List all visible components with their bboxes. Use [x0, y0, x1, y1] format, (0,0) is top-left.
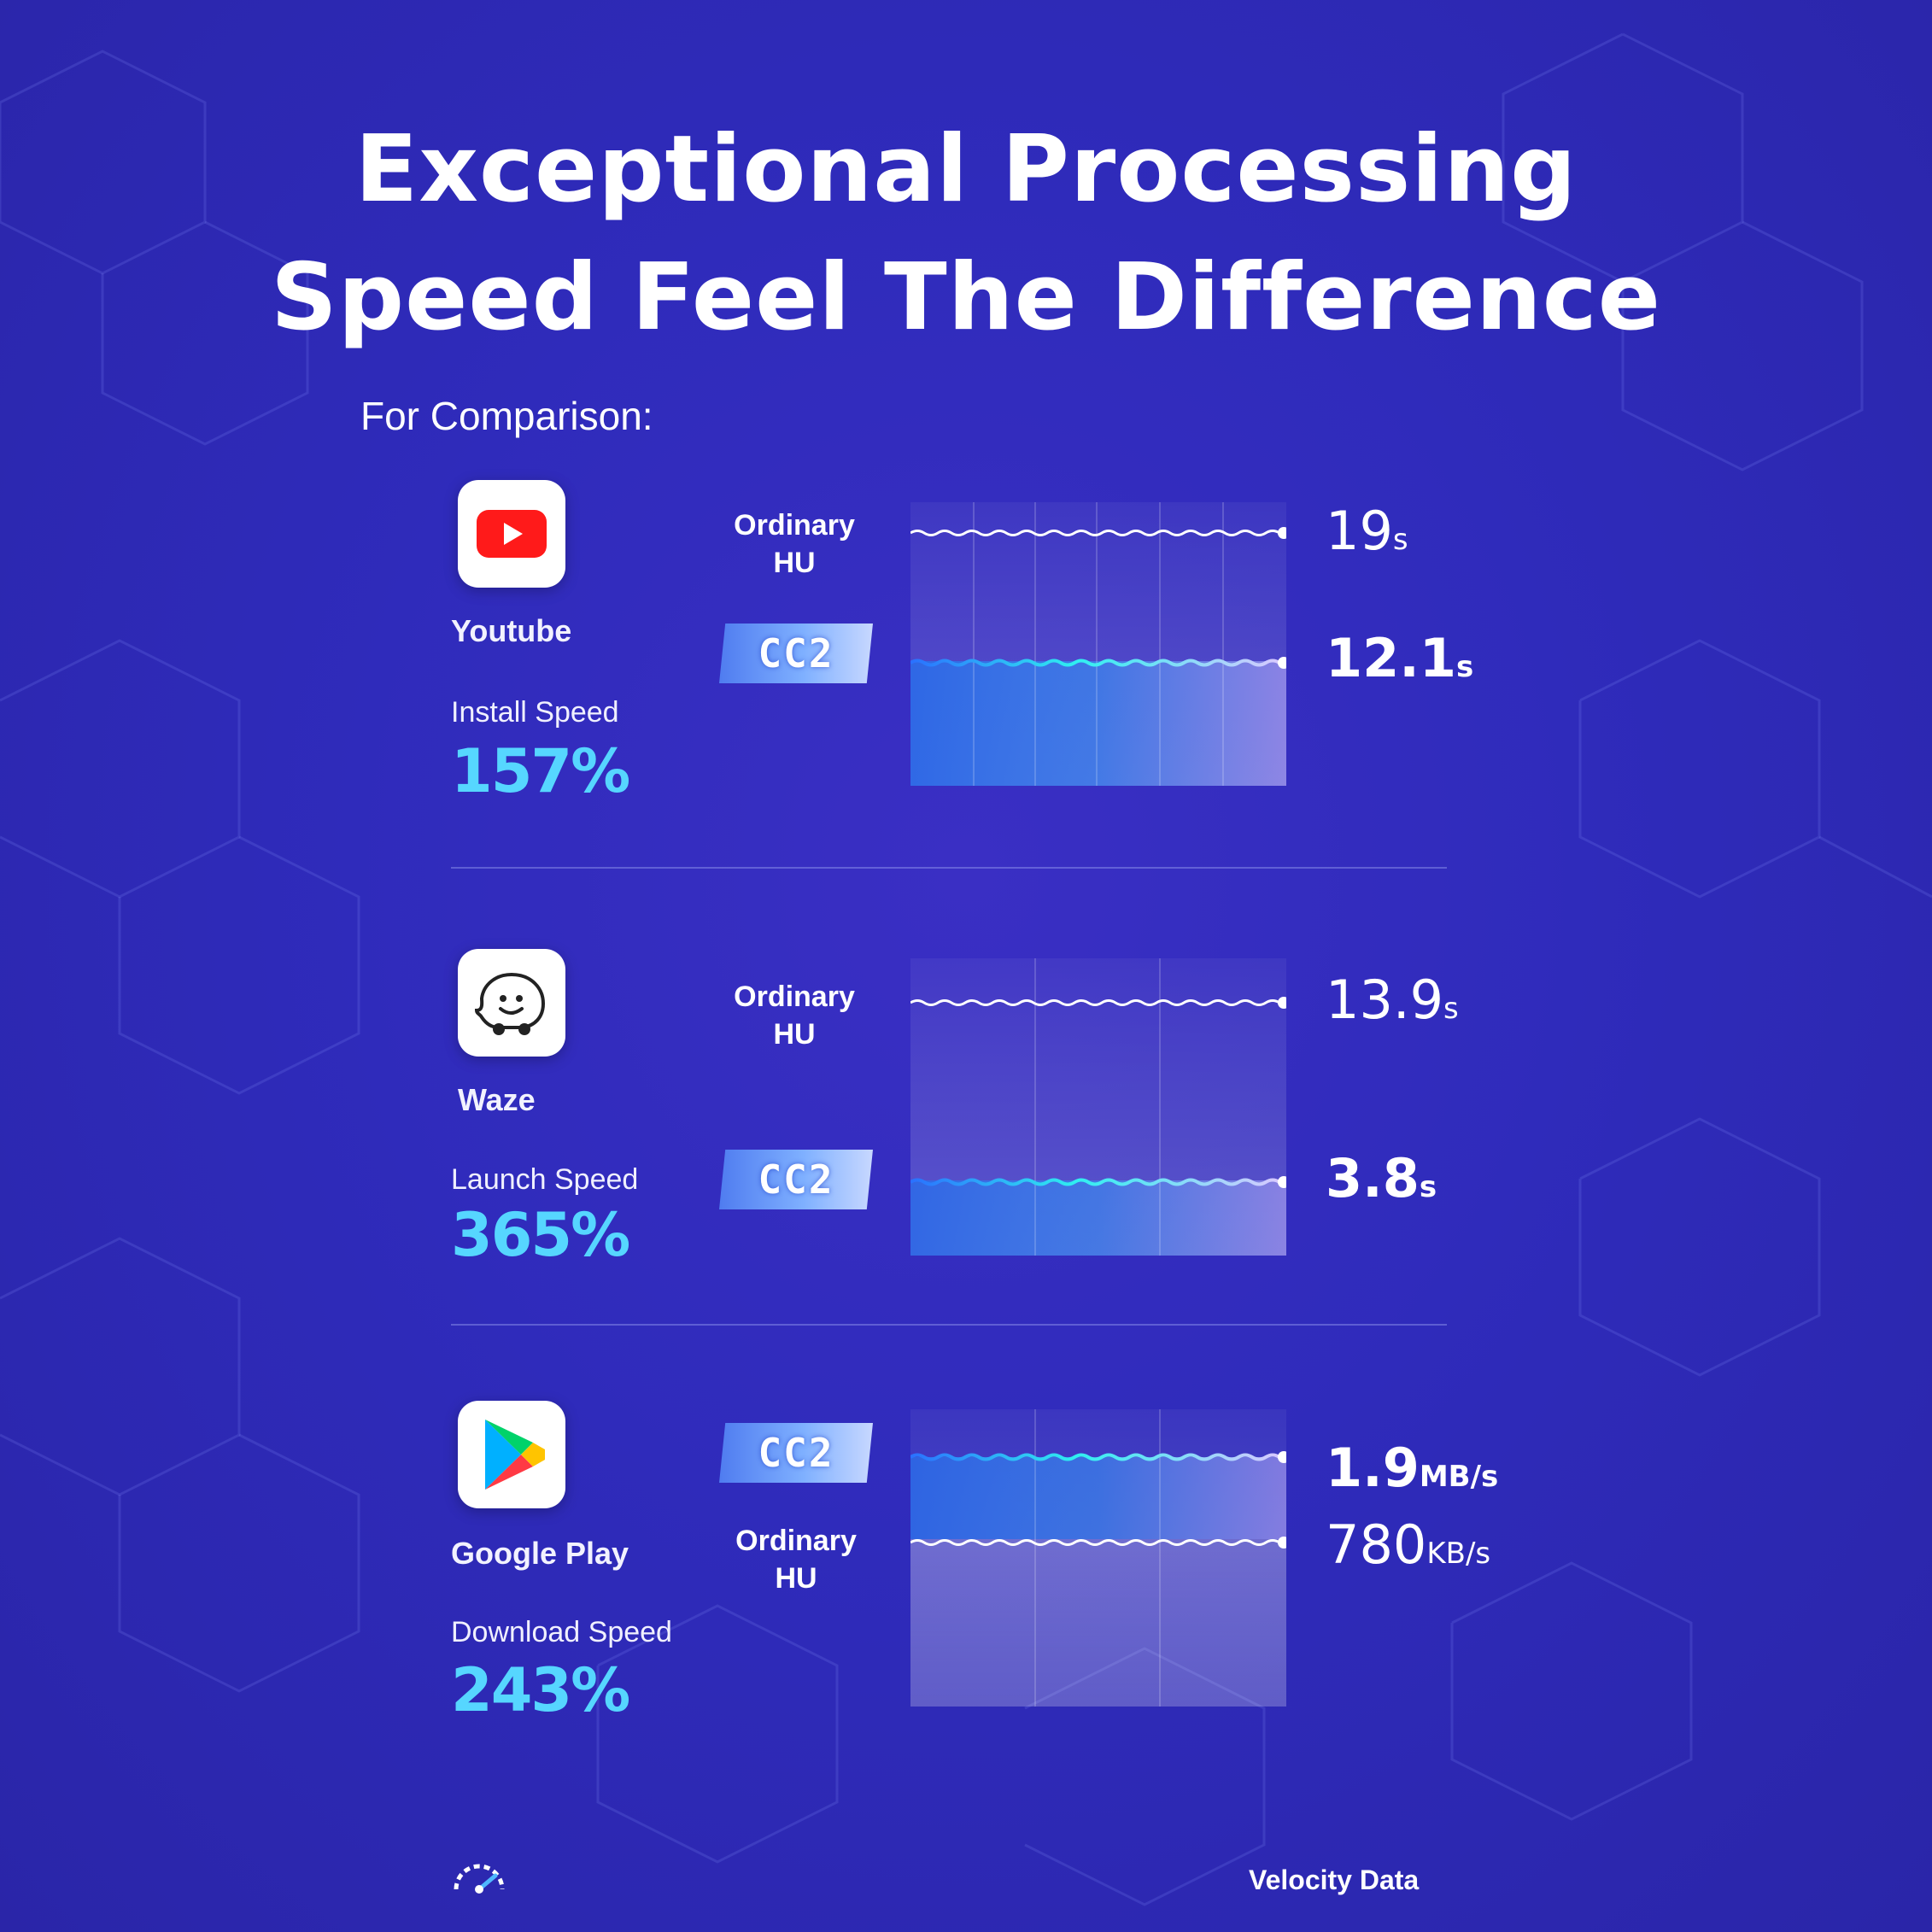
ordinary-series-line	[910, 999, 1280, 1006]
ordinary-hu-label-line-1: Ordinary	[734, 509, 855, 542]
google-play-icon	[458, 1401, 565, 1508]
ordinary-series-endpoint	[1278, 1537, 1286, 1549]
waze-comparison-chart	[910, 958, 1286, 1256]
ordinary-unit: s	[1392, 523, 1408, 557]
app-name-waze: Waze	[458, 1082, 536, 1117]
speedometer-icon	[454, 1864, 505, 1894]
ordinary-hu-label-line-1: Ordinary	[735, 1525, 857, 1557]
ordinary-unit: KB/s	[1426, 1537, 1490, 1571]
youtube-icon	[458, 480, 565, 588]
cc2-readout: 12.1s	[1326, 627, 1473, 689]
ordinary-readout: 19s	[1326, 500, 1408, 562]
cc2-badge-label: CC2	[758, 630, 834, 676]
ordinary-value: 13.9	[1326, 969, 1444, 1031]
ordinary-hu-label-line-2: HU	[773, 547, 816, 579]
youtube-comparison-chart	[910, 502, 1286, 786]
ordinary-area-fill	[910, 1539, 1286, 1707]
metric-value-launch-speed: 365%	[451, 1200, 630, 1270]
cc2-area-fill	[910, 1457, 1286, 1539]
cc2-value: 12.1	[1326, 627, 1456, 689]
section-divider	[451, 867, 1447, 869]
cc2-series-line	[910, 1178, 1281, 1186]
page-title-line-1: Exceptional Processing	[354, 116, 1578, 223]
cc2-badge: CC2	[719, 1150, 873, 1209]
metric-value-download-speed: 243%	[451, 1655, 630, 1725]
section-divider	[451, 1324, 1447, 1326]
cc2-badge-label: CC2	[758, 1156, 834, 1203]
ordinary-series-line	[910, 530, 1280, 536]
app-name-google-play: Google Play	[451, 1536, 629, 1571]
ordinary-series-line	[910, 1539, 1280, 1546]
cc2-unit: MB/s	[1419, 1460, 1499, 1494]
page-title-line-2: Speed Feel The Difference	[271, 244, 1661, 351]
ordinary-readout: 13.9s	[1326, 969, 1459, 1031]
cc2-series-line	[910, 1453, 1281, 1461]
app-name-youtube: Youtube	[451, 613, 572, 648]
ordinary-hu-label-line-1: Ordinary	[734, 981, 855, 1013]
cc2-series-endpoint	[1278, 1176, 1286, 1188]
comparison-subtitle: For Comparison:	[360, 394, 653, 438]
cc2-series-endpoint	[1278, 657, 1286, 669]
cc2-area-fill	[910, 1180, 1286, 1256]
cc2-series-line	[910, 659, 1281, 667]
cc2-badge: CC2	[719, 624, 873, 683]
ordinary-hu-label-line-2: HU	[775, 1562, 817, 1595]
cc2-value: 3.8	[1326, 1147, 1420, 1209]
ordinary-series-endpoint	[1278, 527, 1286, 539]
ordinary-series-endpoint	[1278, 997, 1286, 1009]
metric-value-install-speed: 157%	[451, 736, 630, 806]
ordinary-hu-label: Ordinary HU	[702, 1522, 890, 1597]
cc2-unit: s	[1419, 1170, 1437, 1204]
ordinary-value: 780	[1326, 1513, 1427, 1576]
cc2-badge: CC2	[719, 1423, 873, 1483]
cc2-badge-label: CC2	[758, 1430, 834, 1476]
cc2-unit: s	[1455, 650, 1474, 684]
footer-label: Velocity Data	[1249, 1865, 1420, 1895]
ordinary-readout: 780KB/s	[1326, 1513, 1490, 1590]
ordinary-hu-label: Ordinary HU	[700, 978, 888, 1053]
waze-icon	[458, 949, 565, 1057]
metric-label-launch-speed: Launch Speed	[451, 1163, 639, 1196]
ordinary-value: 19	[1326, 500, 1393, 562]
cc2-area-fill	[910, 661, 1286, 786]
cc2-readout: 3.8s	[1326, 1147, 1437, 1209]
cc2-readout: 1.9MB/s	[1326, 1437, 1498, 1499]
ordinary-hu-label: Ordinary HU	[700, 506, 888, 582]
ordinary-unit: s	[1443, 992, 1459, 1026]
cc2-series-endpoint	[1278, 1451, 1286, 1463]
ordinary-hu-label-line-2: HU	[773, 1018, 816, 1051]
metric-label-install-speed: Install Speed	[451, 696, 619, 729]
metric-label-download-speed: Download Speed	[451, 1616, 672, 1648]
google-play-comparison-chart	[910, 1409, 1286, 1707]
cc2-value: 1.9	[1326, 1437, 1420, 1499]
